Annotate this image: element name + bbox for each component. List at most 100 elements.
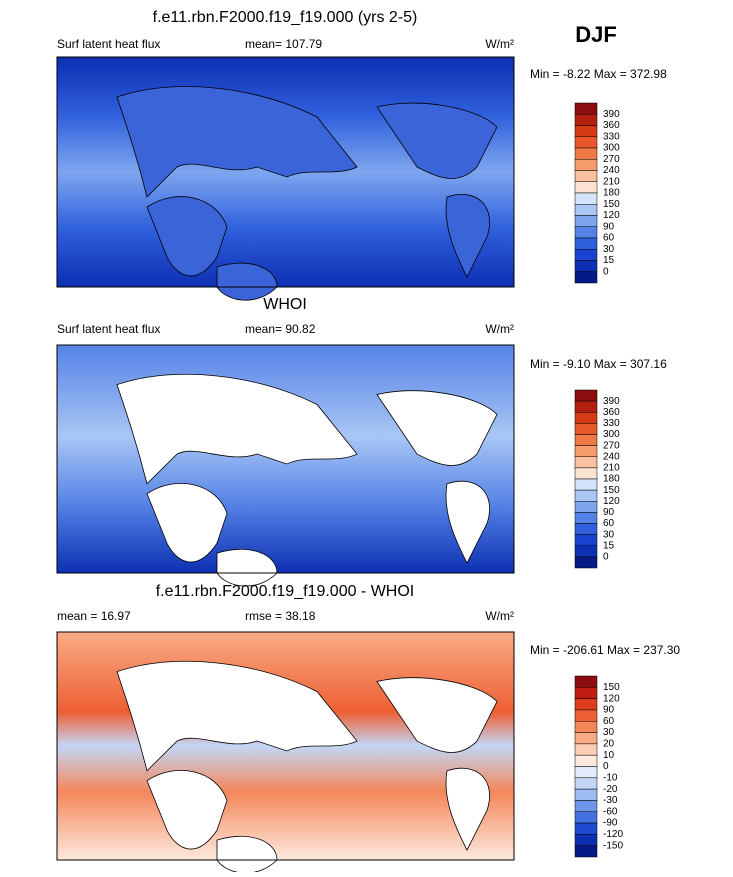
colorbar-label: 60 — [603, 716, 615, 727]
panel-left-label: mean = 16.97 — [57, 609, 131, 623]
colorbar-label: -90 — [603, 818, 618, 829]
colorbar-label: 30 — [603, 244, 615, 255]
minmax: Min = -9.10 Max = 307.16 — [530, 357, 667, 371]
colorbar-label: 300 — [603, 143, 620, 154]
colorbar-label: 180 — [603, 474, 620, 485]
colorbar-label: 360 — [603, 120, 620, 131]
colorbar-label: 240 — [603, 165, 620, 176]
panel-units: W/m² — [485, 609, 514, 623]
colorbar-box — [574, 788, 598, 801]
colorbar-box — [574, 456, 598, 469]
panel-title: WHOI — [263, 296, 307, 313]
colorbar-box — [574, 260, 598, 272]
colorbar-box — [574, 147, 598, 160]
colorbar-box — [574, 423, 598, 435]
colorbar-box — [574, 478, 598, 491]
colorbar-box — [574, 687, 598, 699]
colorbar-label: -120 — [603, 829, 623, 840]
colorbar-box — [574, 204, 598, 216]
panel-units: W/m² — [485, 37, 514, 51]
colorbar-label: -10 — [603, 772, 618, 783]
colorbar-label: 210 — [603, 176, 620, 187]
colorbar-label: 390 — [603, 109, 620, 120]
colorbar-box — [574, 136, 598, 149]
season-label: DJF — [575, 22, 617, 47]
colorbar-box — [574, 226, 598, 239]
colorbar-label: 30 — [603, 529, 615, 540]
colorbar-box — [574, 822, 598, 835]
minmax: Min = -8.22 Max = 372.98 — [530, 67, 667, 81]
colorbar-box — [574, 102, 598, 115]
colorbar-box — [574, 523, 598, 535]
colorbar-box — [574, 721, 598, 733]
colorbar-box — [574, 698, 598, 711]
panel-left-label: Surf latent heat flux — [57, 37, 160, 51]
colorbar-box — [574, 271, 598, 284]
colorbar-box — [574, 811, 598, 824]
map-frame — [56, 631, 515, 861]
colorbar-box — [574, 777, 598, 790]
colorbar-box — [574, 389, 598, 402]
panel-stat: mean= 90.82 — [245, 322, 316, 336]
colorbar-label: 330 — [603, 131, 620, 142]
colorbar-label: 30 — [603, 727, 615, 738]
colorbar-box — [574, 181, 598, 194]
colorbar-label: 390 — [603, 396, 620, 407]
colorbar-box — [574, 545, 598, 558]
colorbar-box — [574, 215, 598, 227]
colorbar-label: 0 — [603, 552, 609, 563]
colorbar-label: 120 — [603, 210, 620, 221]
colorbar-label: -20 — [603, 784, 618, 795]
colorbar-label: 90 — [603, 507, 615, 518]
colorbar-label: 10 — [603, 750, 615, 761]
panel-stat: mean= 107.79 — [245, 37, 322, 51]
colorbar-label: 90 — [603, 221, 615, 232]
colorbar-label: -150 — [603, 840, 623, 851]
panel-title: f.e11.rbn.F2000.f19_f19.000 - WHOI — [156, 583, 415, 600]
colorbar-box — [574, 192, 598, 205]
panel-units: W/m² — [485, 322, 514, 336]
panel-left-label: Surf latent heat flux — [57, 322, 160, 336]
colorbar-label: 270 — [603, 154, 620, 165]
colorbar-label: 60 — [603, 233, 615, 244]
colorbar-box — [574, 743, 598, 756]
colorbar-label: 15 — [603, 255, 615, 266]
panel-stat: rmse = 38.18 — [245, 609, 316, 623]
colorbar-box — [574, 434, 598, 446]
colorbar-label: -30 — [603, 795, 618, 806]
colorbar-box — [574, 114, 598, 126]
colorbar-label: 180 — [603, 188, 620, 199]
colorbar-label: 90 — [603, 705, 615, 716]
colorbar-box — [574, 800, 598, 812]
colorbar-label: 0 — [603, 266, 609, 277]
colorbar-box — [574, 170, 598, 182]
colorbar-box — [574, 412, 598, 424]
colorbar-label: 20 — [603, 739, 615, 750]
map — [56, 56, 515, 301]
colorbar-label: 270 — [603, 440, 620, 451]
map — [56, 344, 515, 587]
colorbar-box — [574, 249, 598, 261]
colorbar-label: 120 — [603, 496, 620, 507]
panel-title: f.e11.rbn.F2000.f19_f19.000 (yrs 2-5) — [153, 9, 418, 26]
minmax: Min = -206.61 Max = 237.30 — [530, 643, 680, 657]
colorbar-box — [574, 237, 598, 250]
colorbar-box — [574, 534, 598, 546]
colorbar-box — [574, 159, 598, 171]
colorbar-box — [574, 732, 598, 745]
colorbar-box — [574, 512, 598, 524]
colorbar-label: 60 — [603, 518, 615, 529]
colorbar-label: 240 — [603, 451, 620, 462]
colorbar-box — [574, 754, 598, 767]
map-frame — [56, 344, 515, 574]
colorbar-label: -60 — [603, 806, 618, 817]
colorbar-label: 360 — [603, 407, 620, 418]
colorbar-box — [574, 709, 598, 722]
colorbar-box — [574, 125, 598, 137]
map — [56, 631, 515, 874]
colorbar-label: 0 — [603, 761, 609, 772]
colorbar-box — [574, 675, 598, 688]
colorbar-label: 150 — [603, 682, 620, 693]
colorbar-label: 150 — [603, 485, 620, 496]
